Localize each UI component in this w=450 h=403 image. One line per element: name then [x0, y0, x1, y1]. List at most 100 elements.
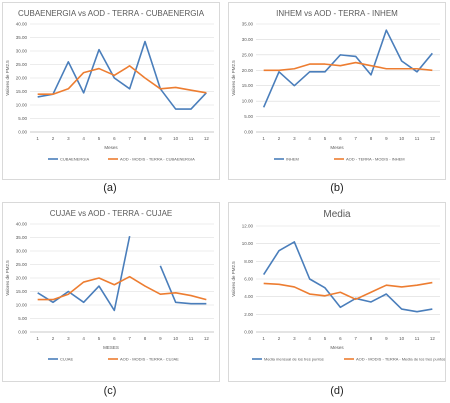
y-tick-label: 20.00	[16, 76, 28, 81]
series-line-measured	[37, 40, 207, 110]
series-line-aod	[37, 275, 207, 301]
x-tick-label: 6	[339, 336, 342, 341]
chart-title: Media	[323, 209, 351, 220]
x-tick-label: 3	[293, 336, 296, 341]
y-tick-label: 6.00	[244, 277, 253, 282]
x-tick-label: 9	[385, 136, 388, 141]
y-tick-label: 8.00	[244, 259, 253, 264]
y-tick-label: 30.00	[16, 249, 28, 254]
y-tick-label: 20.00	[16, 276, 28, 281]
x-tick-label: 10	[173, 336, 179, 341]
y-tick-label: 25.00	[16, 262, 28, 267]
x-tick-label: 1	[36, 136, 39, 141]
y-tick-label: 0.00	[244, 330, 253, 335]
x-tick-label: 11	[189, 136, 194, 141]
x-tick-label: 9	[159, 136, 162, 141]
y-tick-label: 15.00	[16, 89, 28, 94]
caption-d: (d)	[330, 385, 344, 397]
x-tick-label: 3	[293, 136, 296, 141]
x-tick-label: 4	[308, 136, 311, 141]
y-tick-label: 5.00	[244, 114, 253, 119]
x-tick-label: 5	[98, 336, 101, 341]
chart-a: CUBAENERGIA vs AOD - TERRA - CUBAENERGIA…	[2, 2, 220, 180]
x-tick-label: 12	[430, 336, 436, 341]
x-tick-label: 4	[308, 336, 311, 341]
x-axis-label: Meses	[330, 345, 344, 350]
legend-item: CUJAE	[48, 357, 73, 362]
series-line-aod	[263, 281, 433, 301]
y-tick-label: 2.00	[244, 312, 253, 317]
x-tick-label: 10	[173, 136, 179, 141]
x-tick-label: 12	[430, 136, 436, 141]
legend-label: CUBAENERGIA	[60, 157, 89, 162]
series-line-measured	[262, 241, 433, 313]
y-tick-label: 12.00	[242, 224, 254, 229]
x-tick-label: 5	[98, 136, 101, 141]
y-tick-label: 10.00	[242, 241, 254, 246]
legend-item: Media mensual de los tres puntos	[252, 357, 324, 362]
legend-label: INHEM	[286, 157, 299, 162]
x-tick-label: 2	[278, 136, 281, 141]
y-tick-label: 5.00	[18, 316, 27, 321]
x-tick-label: 2	[52, 336, 55, 341]
series-line-measured	[37, 235, 207, 312]
x-tick-label: 7	[354, 336, 357, 341]
chart-title: CUJAE vs AOD - TERRA - CUJAE	[50, 209, 173, 218]
chart-border	[2, 202, 220, 382]
legend-item: AOD - MODIS - TERRA - Media de los tres …	[344, 357, 445, 362]
y-axis-label: Valores de PM2.5	[231, 261, 236, 297]
x-tick-label: 6	[339, 136, 342, 141]
y-tick-label: 35.00	[242, 22, 254, 27]
x-tick-label: 2	[52, 136, 55, 141]
caption-b: (b)	[330, 182, 344, 194]
chart-title: CUBAENERGIA vs AOD - TERRA - CUBAENERGIA	[18, 9, 205, 18]
legend-label: AOD - MODIS - TERRA - CUJAE	[120, 357, 179, 362]
y-tick-label: 0.00	[244, 130, 253, 135]
caption-c: (c)	[103, 385, 117, 397]
legend-label: AOD - TERRA - MODIS - INHEM	[346, 157, 405, 162]
legend-item: INHEM	[274, 157, 299, 162]
x-tick-label: 3	[67, 336, 70, 341]
y-tick-label: 10.00	[16, 103, 28, 108]
chart-panel-b: INHEM vs AOD - TERRA - INHEM 0.00 5.00 10.0…	[228, 2, 446, 180]
x-tick-label: 12	[204, 336, 210, 341]
y-tick-label: 20.00	[242, 68, 254, 73]
y-axis-label: Valores de PM2.5	[231, 60, 236, 96]
x-tick-label: 1	[36, 336, 39, 341]
x-tick-label: 8	[370, 336, 373, 341]
y-tick-label: 35.00	[16, 35, 28, 40]
y-tick-label: 10.00	[242, 99, 254, 104]
x-tick-label: 6	[113, 136, 116, 141]
y-tick-label: 40.00	[16, 22, 28, 27]
x-tick-label: 11	[415, 136, 420, 141]
chart-border	[228, 2, 446, 180]
y-tick-label: 40.00	[16, 222, 28, 227]
x-axis-label: MESES	[103, 345, 119, 350]
y-axis-label: Valores de PM2.5	[5, 60, 10, 96]
x-tick-label: 7	[354, 136, 357, 141]
x-tick-label: 5	[324, 136, 327, 141]
series-line-aod	[263, 61, 433, 72]
y-tick-label: 0.00	[18, 330, 27, 335]
x-tick-label: 5	[324, 336, 327, 341]
y-tick-label: 30.00	[16, 49, 28, 54]
y-axis-label: Valores de PM2.5	[5, 260, 10, 296]
legend-label: AOD - MODIS - TERRA - CUBAENERGIA	[120, 157, 195, 162]
x-tick-label: 7	[128, 336, 131, 341]
caption-a: (a)	[103, 182, 117, 194]
y-tick-label: 25.00	[242, 52, 254, 57]
y-tick-label: 10.00	[16, 303, 28, 308]
series-line-aod	[37, 65, 207, 95]
legend-item: AOD - MODIS - TERRA - CUBAENERGIA	[108, 157, 195, 162]
y-tick-label: 5.00	[18, 116, 27, 121]
x-tick-label: 4	[82, 136, 85, 141]
y-tick-label: 0.00	[18, 130, 27, 135]
legend-item: CUBAENERGIA	[48, 157, 89, 162]
series-line-measured	[262, 29, 433, 108]
chart-panel-c: CUJAE vs AOD - TERRA - CUJAE 0.00 5.00 10.0…	[2, 202, 220, 382]
legend-item: AOD - TERRA - MODIS - INHEM	[334, 157, 405, 162]
y-tick-label: 15.00	[242, 83, 254, 88]
y-tick-label: 35.00	[16, 235, 28, 240]
x-tick-label: 11	[415, 336, 420, 341]
